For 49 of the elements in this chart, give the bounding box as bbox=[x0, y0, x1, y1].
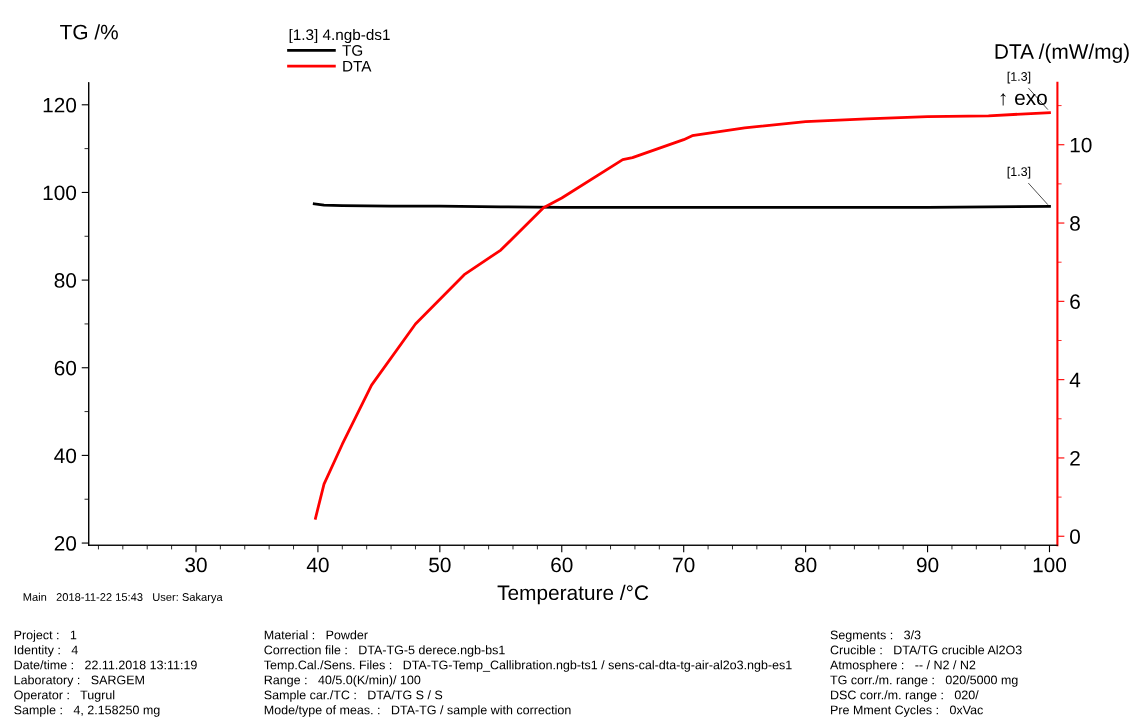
y2-tick-label: 0 bbox=[1070, 529, 1080, 544]
text: Mode/type of meas. : DTA-TG / sample with correction bbox=[264, 705, 571, 717]
text: Range : 40/5.0(K/min)/ 100 bbox=[264, 675, 421, 687]
x-tick-label: 70 bbox=[673, 557, 695, 573]
text: Material : Powder bbox=[264, 630, 368, 640]
x-tick-label: 90 bbox=[916, 557, 939, 573]
y-tick-label: 80 bbox=[54, 273, 77, 288]
x-axis-title: Temperature /°C bbox=[497, 584, 649, 605]
text: Pre Mment Cycles : 0xVac bbox=[831, 705, 983, 717]
y2-tick-label: 8 bbox=[1070, 216, 1080, 231]
x-tick-label: 50 bbox=[429, 557, 451, 573]
y2-tick-label: 6 bbox=[1070, 294, 1080, 310]
x-tick-label: 40 bbox=[306, 557, 329, 573]
text: Sample : 4, 2.158250 mg bbox=[14, 705, 160, 717]
y-axis-title: TG /% bbox=[60, 24, 118, 40]
legend-label: TG bbox=[342, 45, 363, 56]
y2-tick-label: 4 bbox=[1069, 372, 1081, 388]
y2-axis-title: DTA /(mW/mg) bbox=[995, 43, 1129, 63]
y-tick-label: 120 bbox=[43, 97, 77, 113]
annotation: [1.3] bbox=[1007, 166, 1031, 179]
y-tick-label: 40 bbox=[54, 448, 77, 464]
text: Operator : Tugrul bbox=[14, 690, 115, 702]
text: DSC corr./m. range : 020/ bbox=[831, 690, 979, 702]
text: Sample car./TC : DTA/TG S / S bbox=[264, 690, 443, 702]
line-series bbox=[314, 111, 1051, 520]
text: Project : 1 bbox=[14, 630, 77, 642]
x-tick-label: 30 bbox=[185, 557, 207, 573]
legend-label: DTA bbox=[343, 60, 372, 72]
text: Segments : 3/3 bbox=[830, 630, 921, 642]
x-tick-label: 80 bbox=[794, 557, 817, 573]
x-tick-label: 100 bbox=[1033, 557, 1067, 573]
annotation: [1.3] bbox=[1007, 71, 1031, 84]
x-tick-label: 60 bbox=[551, 557, 573, 573]
text: Crucible : DTA/TG crucible Al2O3 bbox=[830, 645, 1022, 655]
text: TG corr./m. range : 020/5000 mg bbox=[830, 675, 1018, 687]
text: Date/time : 22.11.2018 13:11:19 bbox=[14, 660, 197, 670]
text: Identity : 4 bbox=[14, 645, 78, 657]
annotation: ↑ exo bbox=[1000, 93, 1047, 106]
y2-tick-label: 2 bbox=[1070, 450, 1080, 466]
text: Temp.Cal./Sens. Files : DTA-TG-Temp_Callibration.ngb-ts1 / sens-cal-dta-tg-air-al2o3.ngb-es1 bbox=[264, 660, 792, 672]
y-tick-label: 100 bbox=[43, 185, 77, 201]
text: Atmosphere : -- / N2 / N2 bbox=[830, 660, 976, 672]
y-tick-label: 60 bbox=[54, 360, 77, 376]
legend-title: [1.3] 4.ngb-ds1 bbox=[289, 28, 390, 44]
y2-tick-label: 10 bbox=[1070, 137, 1092, 153]
text: Correction file : DTA-TG-5 derece.ngb-bs1 bbox=[264, 645, 505, 657]
y-tick-label: 20 bbox=[54, 536, 77, 551]
text: Main 2018-11-22 15:43 User: Sakarya bbox=[23, 592, 223, 604]
text: Laboratory : SARGEM bbox=[14, 675, 144, 687]
